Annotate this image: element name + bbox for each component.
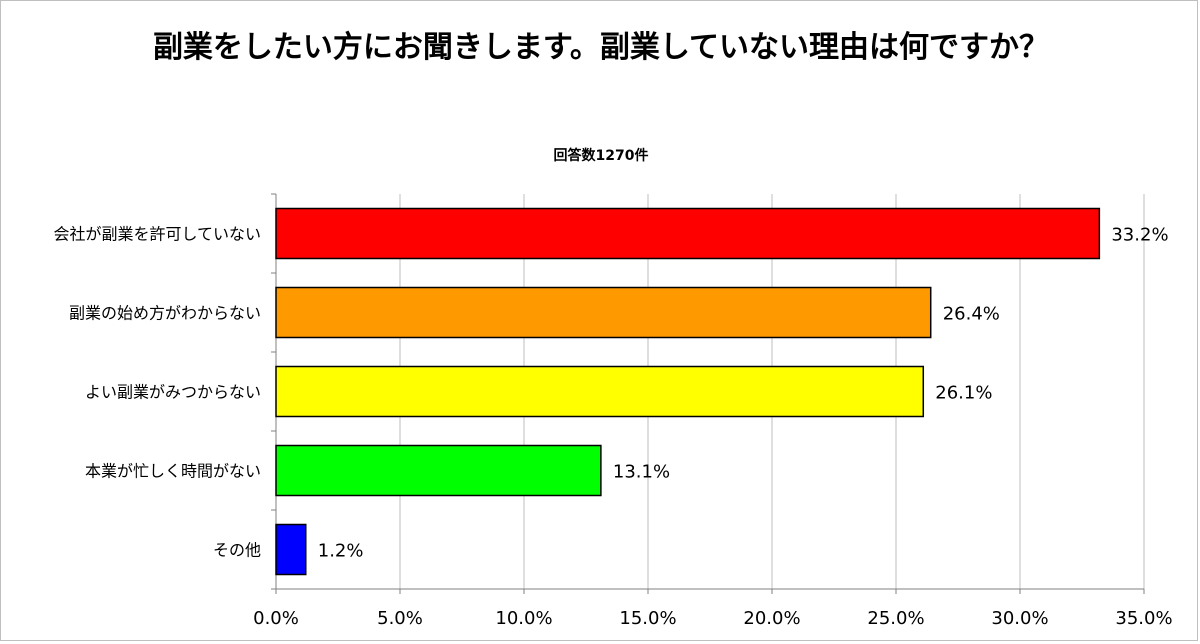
data-label: 26.1% xyxy=(935,383,992,404)
x-tick-label: 30.0% xyxy=(991,608,1048,629)
chart-title: 副業をしたい方にお聞きします。副業していない理由は何ですか？ xyxy=(152,30,1050,65)
category-label: 会社が副業を許可していない xyxy=(53,225,261,244)
x-tick-label: 35.0% xyxy=(1115,608,1172,629)
bar xyxy=(275,444,602,497)
x-tick-label: 10.0% xyxy=(495,608,552,629)
data-label: 26.4% xyxy=(943,304,1000,325)
chart-subtitle: 回答数1270件 xyxy=(553,148,649,164)
bar xyxy=(275,365,925,418)
category-label: その他 xyxy=(213,541,261,560)
data-label: 13.1% xyxy=(613,462,670,483)
x-tick-label: 15.0% xyxy=(619,608,676,629)
data-label: 1.2% xyxy=(318,541,364,562)
category-label: 副業の始め方がわからない xyxy=(69,304,261,323)
category-label: よい副業がみつからない xyxy=(85,383,261,402)
category-label: 本業が忙しく時間がない xyxy=(85,462,261,481)
bar xyxy=(275,286,932,339)
x-tick-label: 20.0% xyxy=(743,608,800,629)
bar xyxy=(275,207,1101,260)
x-tick-label: 0.0% xyxy=(253,608,299,629)
x-tick-label: 5.0% xyxy=(377,608,423,629)
data-label: 33.2% xyxy=(1111,225,1168,246)
bar xyxy=(275,523,307,576)
x-tick-label: 25.0% xyxy=(867,608,924,629)
